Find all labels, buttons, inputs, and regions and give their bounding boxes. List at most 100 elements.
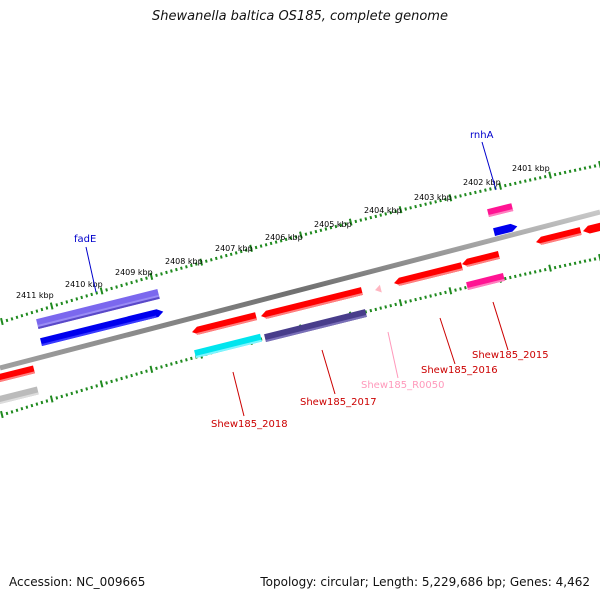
tick-mark [374, 307, 378, 312]
gene-fadE-blue[interactable] [40, 308, 164, 346]
tick-mark [49, 395, 54, 403]
tick-mark [185, 265, 188, 269]
tick-mark [593, 164, 597, 168]
gene-shew2018-outer[interactable] [191, 312, 258, 336]
tick-mark [75, 297, 79, 301]
tick-mark [538, 269, 542, 273]
tick-mark [130, 373, 133, 378]
tick-mark [194, 262, 198, 266]
tick-mark [5, 318, 9, 323]
tick-mark [464, 193, 467, 197]
leader-lines [85, 141, 509, 417]
tick-mark [459, 194, 462, 198]
tick-mark [40, 400, 44, 405]
gene-R0050[interactable] [374, 284, 382, 294]
tick-mark [10, 410, 14, 414]
tick-mark [105, 381, 108, 385]
gene-red-right[interactable] [535, 227, 582, 246]
tick-mark [115, 378, 118, 382]
tick-mark [444, 290, 447, 295]
tick-mark [543, 268, 547, 272]
gene-red-near-rnhA[interactable] [461, 251, 500, 268]
tick-mark [15, 408, 19, 412]
tick-mark [583, 166, 587, 170]
tick-mark [489, 187, 492, 191]
tick-mark [538, 176, 542, 180]
tick-mark [518, 180, 522, 184]
gene-shew2018[interactable] [194, 333, 262, 358]
gene-rnhA-blue[interactable] [493, 222, 518, 236]
tick-mark [115, 285, 118, 289]
tick-mark [348, 218, 353, 226]
gene-shew2015[interactable] [466, 273, 505, 290]
gene-rnhA-magenta[interactable] [487, 203, 514, 217]
gene-shew2017-outer[interactable] [260, 287, 363, 320]
tick-mark [145, 276, 148, 280]
tick-mark [254, 245, 258, 250]
tick-mark [130, 280, 133, 285]
tick-mark [474, 190, 477, 195]
tick-mark [234, 251, 238, 255]
scale-label: 2408 kbp [165, 257, 203, 266]
tick-mark [543, 175, 547, 179]
gene-fadE[interactable] [36, 288, 160, 329]
tick-mark [389, 304, 393, 308]
tick-mark [149, 365, 154, 373]
gene-features [0, 203, 600, 404]
inner-tick-track [0, 253, 600, 419]
tick-mark [354, 219, 358, 224]
tick-mark [513, 181, 517, 186]
scale-label: 2406 kbp [265, 233, 303, 242]
scale-label: 2409 kbp [115, 268, 153, 277]
scale-label: 2407 kbp [215, 244, 253, 253]
tick-mark [155, 273, 158, 277]
tick-mark [55, 303, 59, 307]
tick-mark [498, 182, 502, 190]
tick-mark [85, 294, 89, 298]
tick-mark [135, 372, 138, 376]
tick-mark [259, 244, 263, 248]
tick-mark [444, 197, 447, 202]
gene-gray-left[interactable] [0, 386, 39, 404]
tick-mark [190, 356, 193, 361]
tick-mark [90, 292, 94, 297]
tick-mark [359, 218, 363, 222]
label-shew2017: Shew185_2017 [300, 397, 377, 408]
tick-mark [95, 384, 99, 388]
tick-mark [219, 255, 223, 259]
tick-mark [249, 244, 253, 252]
tick-mark [304, 232, 308, 236]
tick-mark [553, 172, 557, 177]
gene-red-edge[interactable] [582, 222, 600, 235]
tick-mark [553, 265, 557, 270]
scale-label: 2410 kbp [65, 280, 103, 289]
tick-mark [229, 252, 233, 256]
tick-mark [429, 294, 432, 298]
tick-mark [409, 206, 412, 210]
tick-mark [469, 191, 472, 196]
tick-mark [459, 287, 462, 291]
tick-mark [454, 195, 457, 199]
tick-mark [384, 212, 388, 216]
tick-mark [95, 291, 99, 295]
tick-mark [583, 259, 587, 263]
tick-mark [70, 298, 74, 303]
tick-mark [364, 217, 368, 221]
tick-mark [508, 275, 512, 280]
tick-mark [70, 391, 74, 396]
gene-shew2016-outer[interactable] [393, 262, 463, 287]
tick-mark [503, 183, 507, 188]
tick-mark [80, 295, 84, 300]
tick-mark [170, 269, 173, 273]
gene-shew2017[interactable] [264, 309, 367, 342]
tick-mark [593, 257, 597, 261]
tick-mark [15, 315, 19, 319]
scale-label: 2411 kbp [16, 291, 54, 300]
label-R0050: Shew185_R0050 [361, 380, 445, 391]
tick-mark [404, 300, 408, 304]
tick-mark [448, 287, 453, 295]
tick-mark [558, 171, 562, 176]
gene-red-left-edge[interactable] [0, 365, 35, 382]
tick-mark [224, 253, 228, 258]
tick-mark [568, 262, 572, 266]
